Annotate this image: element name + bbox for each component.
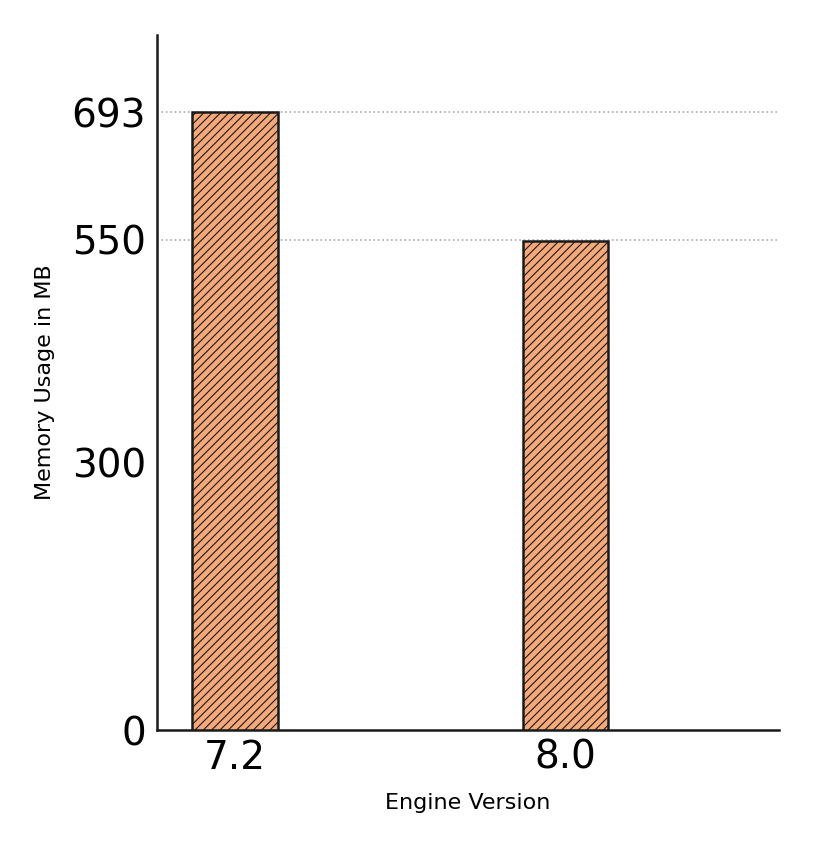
- Bar: [523, 241, 608, 730]
- Y-axis label: Memory Usage in MB: Memory Usage in MB: [35, 265, 55, 500]
- Bar: [192, 112, 278, 730]
- X-axis label: Engine Version: Engine Version: [386, 793, 551, 813]
